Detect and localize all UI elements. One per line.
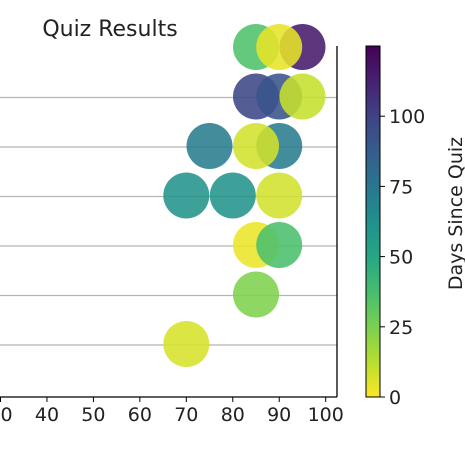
x-tick-label: 50 xyxy=(81,404,105,426)
data-point xyxy=(163,172,210,219)
data-point xyxy=(209,172,256,219)
colorbar-tick-label: 0 xyxy=(389,387,401,409)
colorbar-ticks: 0 25 50 75 100 xyxy=(380,106,425,409)
x-tick-label: 30 xyxy=(0,404,13,426)
data-point xyxy=(233,271,279,318)
data-point xyxy=(256,172,303,219)
colorbar-gradient xyxy=(365,45,381,398)
data-point xyxy=(233,123,279,169)
colorbar-label: Days Since Quiz xyxy=(445,137,465,290)
data-point xyxy=(186,123,233,169)
x-tick-label: 100 xyxy=(308,404,344,426)
colorbar-tick-label: 25 xyxy=(389,317,413,339)
data-point xyxy=(163,321,210,367)
colorbar: 0 25 50 75 100 Days Since Quiz xyxy=(365,45,465,409)
x-tick-label: 70 xyxy=(174,404,198,426)
data-point xyxy=(279,73,326,120)
data-point xyxy=(256,222,303,268)
x-axis: 30 40 50 60 70 80 90 100 xyxy=(0,46,344,426)
x-tick-label: 40 xyxy=(35,404,59,426)
colorbar-tick-label: 75 xyxy=(389,176,413,198)
colorbar-tick-label: 100 xyxy=(389,106,425,128)
data-points xyxy=(163,24,326,367)
x-tick-label: 90 xyxy=(267,404,291,426)
x-tick-label: 80 xyxy=(221,404,245,426)
chart-title: Quiz Results xyxy=(42,17,177,42)
data-point xyxy=(256,24,303,70)
plot-area: 30 40 50 60 70 80 90 100 xyxy=(0,24,344,426)
colorbar-tick-label: 50 xyxy=(389,247,413,269)
x-tick-label: 60 xyxy=(128,404,152,426)
